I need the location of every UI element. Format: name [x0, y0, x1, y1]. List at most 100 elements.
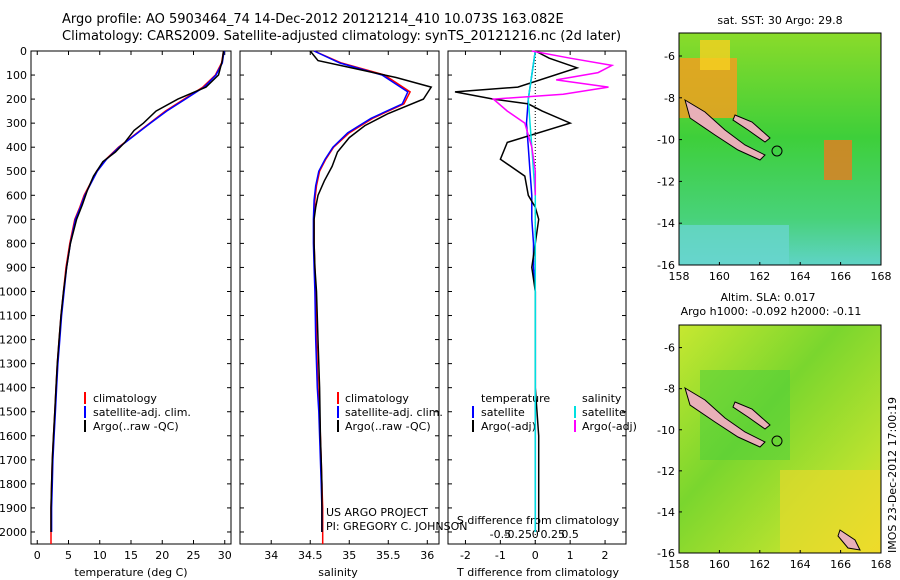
legend-label-satellite: satellite-adj. clim.	[93, 406, 191, 419]
sst-island-chain-2	[732, 114, 771, 143]
series-line-satellite-adj-clim	[50, 50, 225, 532]
top-tick-label: 0.5	[561, 528, 579, 541]
sst-warm-patch-north	[700, 40, 730, 70]
x-tick-label: 25	[187, 549, 201, 562]
sst-map	[678, 32, 882, 266]
legend-label-t-argo: Argo(-adj)	[481, 420, 536, 433]
series-line-satellite-adj-clim	[312, 50, 409, 532]
map-x-tick-label: 162	[749, 558, 770, 571]
salinity-panel-frame	[239, 50, 440, 545]
depth-tick-label: 0	[20, 45, 27, 58]
x-tick-label: 5	[65, 549, 72, 562]
timestamp-stamp: IMOS 23-Dec-2012 17:00:19	[886, 397, 899, 553]
sla-island-chain	[684, 386, 766, 448]
salinity-axis-label: salinity	[318, 566, 358, 579]
depth-tick-label: 1500	[0, 406, 27, 419]
title-line-1: Argo profile: AO 5903464_74 14-Dec-2012 …	[62, 12, 564, 27]
map-x-tick-label: 164	[790, 558, 811, 571]
map-x-tick-label: 162	[749, 270, 770, 283]
x-tick-label: 34	[264, 549, 278, 562]
depth-tick-label: 300	[6, 117, 27, 130]
map-x-tick-label: 166	[830, 270, 851, 283]
legend-label-s-satellite: satellite	[582, 406, 626, 419]
map-x-tick-label: 158	[669, 558, 690, 571]
depth-tick-label: 800	[6, 237, 27, 250]
difference-panel-frame	[447, 50, 627, 545]
depth-tick-label: 1100	[0, 310, 27, 323]
x-tick-label: 35.5	[376, 549, 401, 562]
series-line-argo-raw-qc	[309, 50, 433, 532]
x-tick-label: 0	[532, 549, 539, 562]
map-y-tick-label: -10	[657, 424, 675, 437]
pi-credit: PI: GREGORY C. JOHNSON	[326, 520, 467, 533]
series-line-t-argo-adj	[454, 50, 580, 532]
x-tick-label: -2	[460, 549, 471, 562]
x-tick-label: -1	[495, 549, 506, 562]
depth-tick-label: 1700	[0, 454, 27, 467]
series-line-s-satellite	[527, 50, 537, 532]
x-tick-label: 15	[124, 549, 138, 562]
series-line-t-satellite	[525, 50, 537, 532]
top-tick-label: -0.25	[504, 528, 532, 541]
map-y-tick-label: -14	[657, 506, 675, 519]
map-x-tick-label: 158	[669, 270, 690, 283]
chart-marks: 0100200300400500600700800900100011001200…	[0, 45, 892, 571]
x-tick-label: 34.5	[298, 549, 323, 562]
map-y-tick-label: -8	[664, 92, 675, 105]
legend-label-satellite: satellite-adj. clim.	[345, 406, 443, 419]
sla-island-south-east	[837, 529, 861, 551]
depth-tick-label: 1800	[0, 478, 27, 491]
depth-tick-label: 600	[6, 189, 27, 202]
x-tick-label: 36	[420, 549, 434, 562]
depth-tick-label: 200	[6, 93, 27, 106]
map-y-tick-label: -16	[657, 259, 675, 272]
legend-label-climatology: climatology	[93, 392, 157, 405]
project-credit: US ARGO PROJECT	[326, 506, 428, 519]
x-tick-label: 10	[93, 549, 107, 562]
x-tick-label: 2	[602, 549, 609, 562]
salinity-legend: climatology satellite-adj. clim. Argo(..…	[337, 392, 443, 433]
depth-tick-label: 1900	[0, 502, 27, 515]
sst-island-chain	[684, 98, 766, 161]
sla-map-title-1: Altim. SLA: 0.017	[720, 291, 815, 304]
map-x-tick-label: 168	[871, 270, 892, 283]
series-line-climatology	[313, 50, 412, 544]
map-y-tick-label: -6	[664, 50, 675, 63]
x-tick-label: 30	[218, 549, 232, 562]
top-tick-label: 0.25	[540, 528, 565, 541]
temperature-panel-frame	[30, 50, 232, 545]
legend-heading-temperature: temperature	[481, 392, 550, 405]
depth-tick-label: 100	[6, 69, 27, 82]
legend-label-argo: Argo(..raw -QC)	[345, 420, 431, 433]
temperature-axis-label: temperature (deg C)	[74, 566, 187, 579]
difference-legend: temperature satellite Argo(-adj) salinit…	[472, 392, 637, 433]
depth-tick-label: 2000	[0, 526, 27, 539]
map-y-tick-label: -12	[657, 175, 675, 188]
map-y-tick-label: -14	[657, 217, 675, 230]
sst-argo-position-marker	[771, 145, 783, 157]
series-line-climatology	[50, 50, 225, 544]
sla-map-frame	[678, 324, 882, 554]
depth-tick-label: 400	[6, 141, 27, 154]
sla-high-patch	[780, 470, 881, 553]
map-x-tick-label: 160	[709, 270, 730, 283]
depth-tick-label: 1200	[0, 334, 27, 347]
legend-label-climatology: climatology	[345, 392, 409, 405]
legend-label-t-satellite: satellite	[481, 406, 525, 419]
t-difference-axis-label: T difference from climatology	[456, 566, 619, 579]
temperature-legend: climatology satellite-adj. clim. Argo(..…	[84, 392, 191, 433]
depth-tick-label: 1300	[0, 358, 27, 371]
top-tick-label: -0.5	[490, 528, 511, 541]
x-tick-label: 20	[155, 549, 169, 562]
map-x-tick-label: 166	[830, 558, 851, 571]
sla-island-chain-2	[732, 401, 771, 430]
sla-argo-position-marker	[771, 435, 783, 447]
legend-label-argo: Argo(..raw -QC)	[93, 420, 179, 433]
map-y-tick-label: -16	[657, 547, 675, 560]
legend-heading-salinity: salinity	[582, 392, 622, 405]
map-x-tick-label: 160	[709, 558, 730, 571]
sst-cool-patch-south	[679, 225, 789, 265]
map-y-tick-label: -8	[664, 383, 675, 396]
series-line-argo-raw-qc	[50, 50, 225, 532]
